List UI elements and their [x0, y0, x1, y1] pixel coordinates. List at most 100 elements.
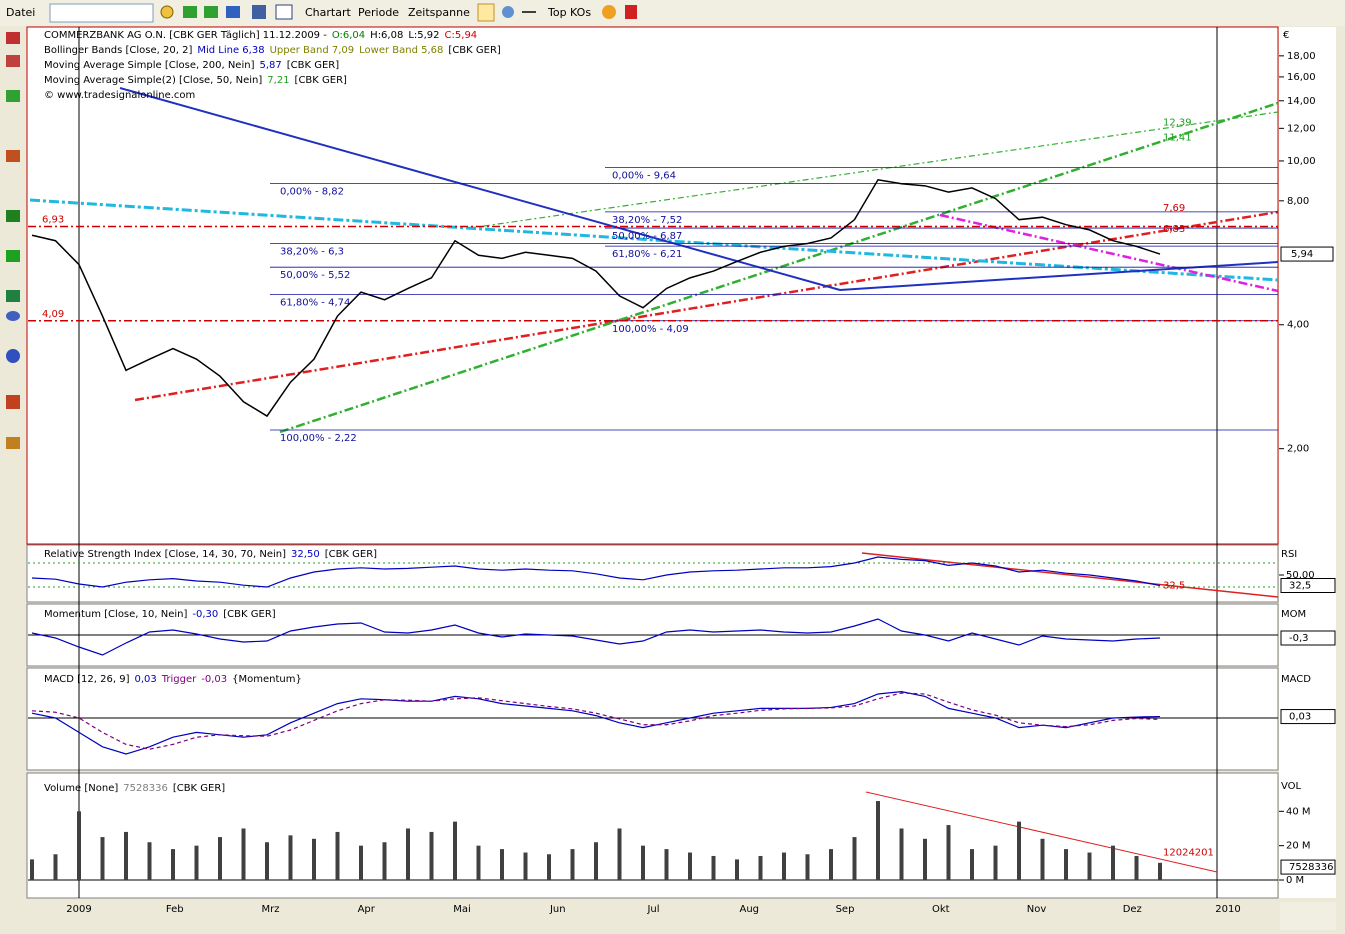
- price-panel: [26, 26, 1279, 545]
- legend-text: © www.tradesignalonline.com: [44, 90, 195, 101]
- trend-line: [279, 101, 1279, 434]
- save-button[interactable]: [252, 5, 266, 19]
- volume-bar: [147, 842, 152, 880]
- fib-label: 38,20% - 6,3: [280, 247, 344, 258]
- x-tick-label: Mrz: [262, 904, 280, 915]
- legend-text: 0,03: [134, 674, 156, 685]
- legend-text: Upper Band 7,09: [270, 45, 355, 56]
- y-tick-label: 2,00: [1287, 444, 1309, 455]
- volume-panel: [26, 772, 1279, 899]
- fib-label: 50,00% - 5,52: [280, 270, 350, 281]
- volume-bar: [312, 838, 316, 880]
- volume-bar: [970, 849, 974, 880]
- legend-text: [CBK GER]: [173, 783, 225, 794]
- axis-name: RSI: [1281, 549, 1297, 560]
- volume-bar: [946, 825, 951, 880]
- volume-bar: [758, 855, 763, 880]
- fib-label: 0,00% - 9,64: [612, 170, 676, 181]
- last-price-label: 5,94: [1291, 249, 1313, 260]
- fib-label: 100,00% - 4,09: [612, 324, 689, 335]
- tool[interactable]: [6, 55, 20, 67]
- search-input[interactable]: [49, 3, 154, 23]
- zoom-tool[interactable]: [502, 6, 514, 18]
- legend-text: 5,87: [259, 60, 281, 71]
- volume-bar: [100, 837, 105, 880]
- list-button[interactable]: [275, 4, 293, 20]
- back-button[interactable]: [183, 6, 197, 18]
- volume-bar: [594, 842, 598, 880]
- volume-bar: [53, 854, 58, 880]
- menu-file[interactable]: Datei: [6, 6, 35, 19]
- flag-button[interactable]: [625, 5, 637, 19]
- indicator-line: [31, 692, 1161, 750]
- last-value-label: -0,3: [1289, 633, 1309, 644]
- volume-bar: [711, 855, 716, 880]
- volume-bar: [523, 852, 528, 880]
- legend-text: Volume [None]: [44, 783, 118, 794]
- x-tick-label: 2009: [66, 904, 91, 915]
- volume-bar: [218, 837, 222, 880]
- volume-bar: [1017, 821, 1021, 880]
- menu-period[interactable]: Periode: [358, 6, 399, 19]
- y-tick-label: 10,00: [1287, 156, 1316, 167]
- volume-bar: [993, 845, 998, 880]
- menu-top-kos[interactable]: Top KOs: [547, 6, 591, 19]
- tool[interactable]: [6, 32, 20, 44]
- tool[interactable]: [6, 250, 20, 262]
- x-tick-label: Okt: [932, 904, 950, 915]
- volume-bar: [335, 831, 340, 880]
- volume-bar: [382, 842, 387, 880]
- volume-bar: [1087, 852, 1092, 880]
- volume-bar: [547, 854, 551, 880]
- search-button[interactable]: [160, 5, 174, 19]
- volume-bar: [641, 845, 645, 880]
- ma200-line: [839, 261, 1279, 291]
- rsi-trend-line: [861, 552, 1279, 598]
- volume-bar: [829, 849, 833, 880]
- line-label: 6,83: [1163, 224, 1185, 235]
- tool[interactable]: [6, 437, 20, 449]
- legend-text: Moving Average Simple [Close, 200, Nein]: [44, 60, 255, 71]
- x-tick-label: Apr: [358, 904, 376, 915]
- tool[interactable]: [6, 210, 20, 222]
- volume-bar: [30, 859, 34, 880]
- fib-label: 61,80% - 4,74: [280, 297, 350, 308]
- refresh-button[interactable]: [226, 6, 240, 18]
- volume-bar: [124, 831, 128, 880]
- tool[interactable]: [6, 395, 20, 409]
- legend-text: MACD [12, 26, 9]: [44, 674, 130, 685]
- x-tick-label: Mai: [453, 904, 471, 915]
- menu-timespan[interactable]: Zeitspanne: [408, 6, 470, 19]
- zoom-control[interactable]: [1280, 902, 1336, 930]
- legend-text: -0,30: [192, 609, 218, 620]
- tool[interactable]: [6, 311, 20, 321]
- volume-bar: [453, 821, 457, 880]
- fib-label: 0,00% - 8,82: [280, 186, 344, 197]
- volume-bar: [500, 849, 504, 880]
- forward-button[interactable]: [204, 6, 218, 18]
- tool[interactable]: [6, 349, 20, 363]
- y-tick-label: 18,00: [1287, 51, 1316, 62]
- tool[interactable]: [6, 290, 20, 302]
- ma200-line: [119, 87, 841, 291]
- legend-text: C:5,94: [445, 30, 478, 41]
- annotation: 32,5: [1163, 581, 1185, 592]
- help-button[interactable]: [602, 5, 616, 19]
- volume-bar: [288, 835, 293, 880]
- legend-text: Moving Average Simple(2) [Close, 50, Nei…: [44, 75, 262, 86]
- tool[interactable]: [6, 90, 20, 102]
- cursor-tool[interactable]: [477, 3, 495, 22]
- legend-text: Momentum [Close, 10, Nein]: [44, 609, 187, 620]
- crosshair-tool[interactable]: [522, 11, 536, 13]
- level-label: 4,09: [42, 309, 64, 320]
- volume-bar: [570, 849, 575, 880]
- scroll-strip[interactable]: [1336, 27, 1345, 934]
- line-label: 11,41: [1163, 132, 1192, 143]
- right-axis: [1279, 27, 1336, 898]
- legend-text: 7528336: [123, 783, 168, 794]
- menu-chart-type[interactable]: Chartart: [305, 6, 351, 19]
- y-tick-label: 4,00: [1287, 320, 1309, 331]
- tool[interactable]: [6, 150, 20, 162]
- axis-name: VOL: [1281, 781, 1302, 792]
- volume-bar: [876, 801, 880, 880]
